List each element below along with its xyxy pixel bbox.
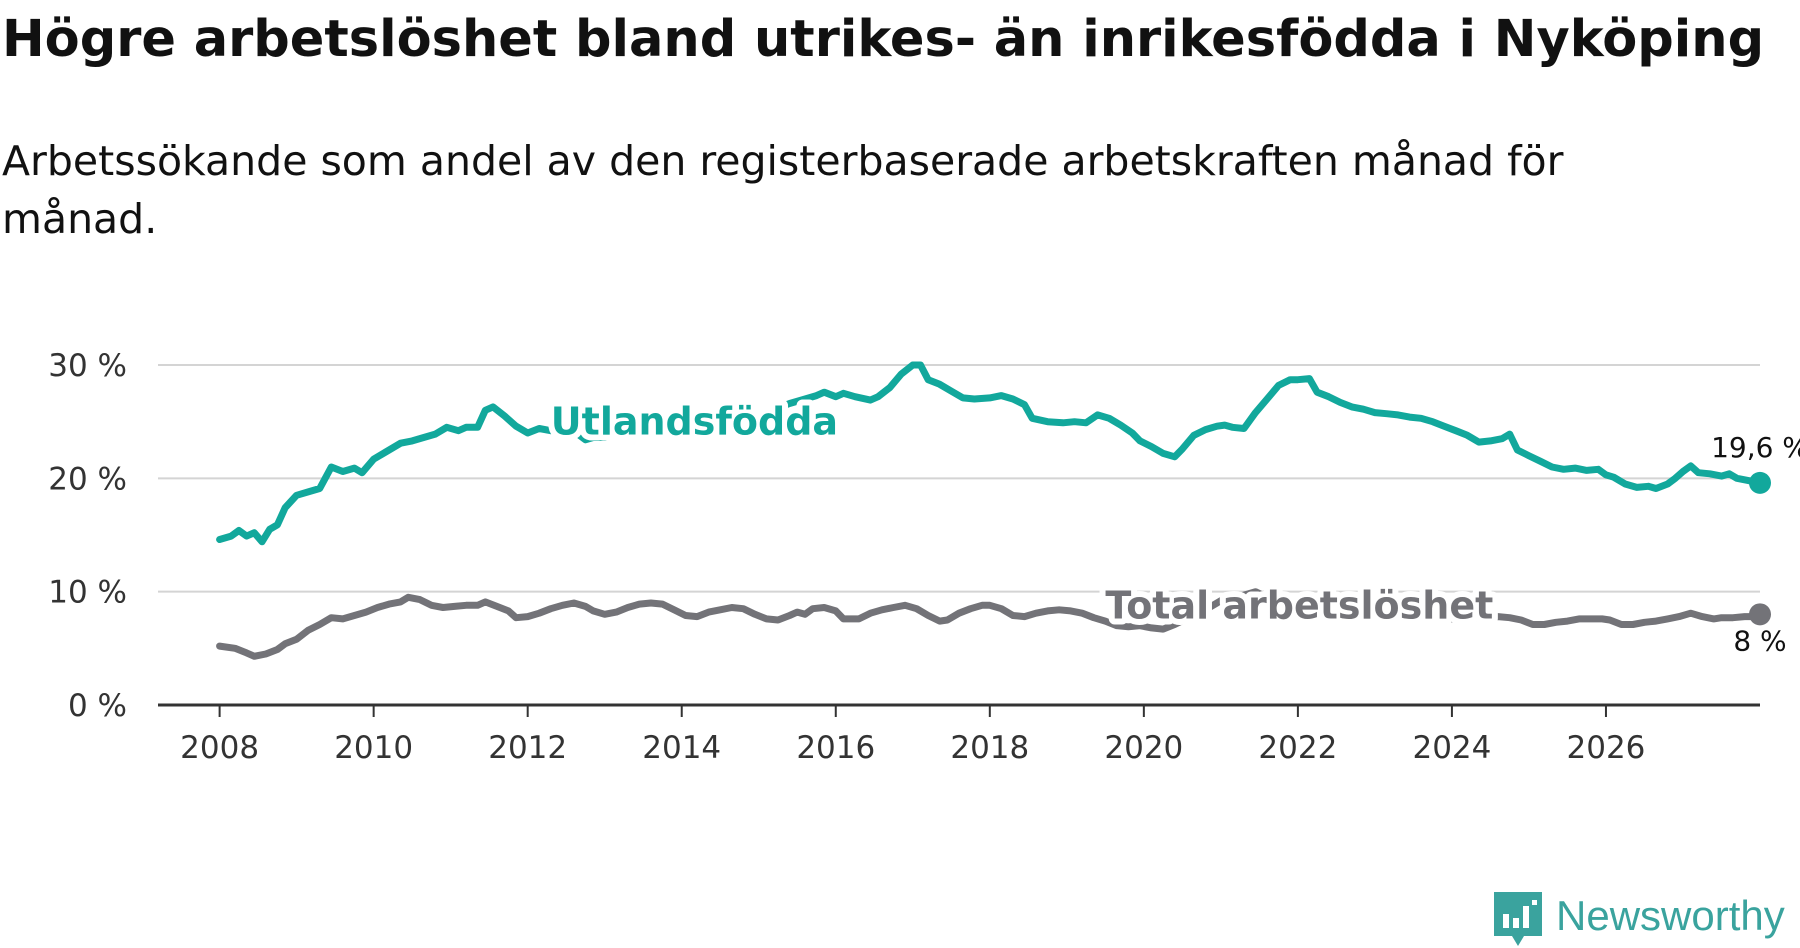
x-tick-label: 2010 bbox=[334, 730, 413, 766]
series-line-utlandsfödda bbox=[216, 361, 1764, 546]
newsworthy-brand[interactable]: Newsworthy bbox=[1494, 888, 1800, 948]
end-value-label: 8 % bbox=[1733, 624, 1786, 657]
x-tick-label: 2022 bbox=[1258, 730, 1337, 766]
y-tick-label: 0 % bbox=[68, 688, 127, 724]
newsworthy-logo-icon bbox=[1494, 892, 1542, 946]
x-tick-label: 2008 bbox=[180, 730, 259, 766]
x-tick-label: 2024 bbox=[1412, 730, 1491, 766]
series-labels: 19,6 % 8 % Utlandsfödda Total arbetslöshet bbox=[545, 394, 1800, 658]
gridlines bbox=[158, 364, 1760, 593]
y-tick-label: 30 % bbox=[48, 348, 127, 384]
x-tick-label: 2026 bbox=[1567, 730, 1646, 766]
chart-title: Högre arbetslöshet bland utrikes- än inr… bbox=[2, 10, 1765, 69]
end-value-label: 19,6 % bbox=[1711, 431, 1800, 464]
x-tick-label: 2012 bbox=[488, 730, 567, 766]
brand-name: Newsworthy bbox=[1556, 892, 1785, 939]
x-tick-label: 2014 bbox=[642, 730, 721, 766]
y-tick-label: 10 % bbox=[48, 575, 127, 611]
series-label-total-arbetslöshet: Total arbetslöshet bbox=[1105, 583, 1493, 627]
series-line-total-arbetslöshet bbox=[216, 588, 1764, 660]
y-tick-label: 20 % bbox=[48, 461, 127, 497]
end-point-marker bbox=[1749, 603, 1771, 626]
chart-subtitle: Arbetssökande som andel av den registerb… bbox=[2, 137, 1564, 243]
series-lines bbox=[216, 361, 1771, 660]
x-tick-label: 2020 bbox=[1104, 730, 1183, 766]
x-tick-label: 2016 bbox=[796, 730, 875, 766]
line-chart: 0 % 10 % 20 % 30 % 2008 2010 2012 2014 2016 2018 2… bbox=[48, 348, 1800, 766]
end-point-marker bbox=[1749, 471, 1771, 494]
axes: 0 % 10 % 20 % 30 % 2008 2010 2012 2014 2016 2018 2… bbox=[48, 348, 1760, 766]
series-label-utlandsfödda: Utlandsfödda bbox=[551, 400, 838, 444]
x-tick-label: 2018 bbox=[950, 730, 1029, 766]
